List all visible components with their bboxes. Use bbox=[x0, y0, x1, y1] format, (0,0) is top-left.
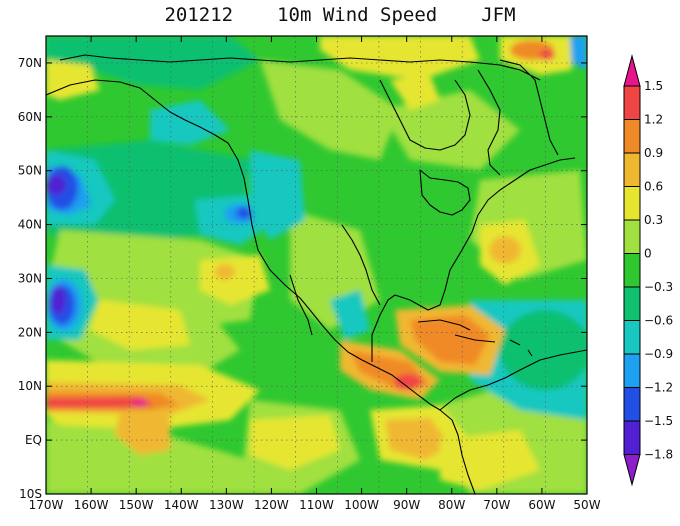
map-axes: 170W 160W 150W 140W 130W 120W 110W 100W 90W 80W 70… bbox=[18, 36, 601, 512]
colorbar-segment bbox=[623, 320, 641, 355]
colorbar-label: 1.5 bbox=[644, 79, 663, 93]
lon-tick-label: 160W bbox=[74, 498, 109, 512]
lon-tick-label: 110W bbox=[299, 498, 334, 512]
lat-tick-label: 40N bbox=[18, 218, 42, 232]
lon-tick-label: 90W bbox=[393, 498, 420, 512]
colorbar-segment bbox=[623, 387, 641, 422]
lat-tick-label: 50N bbox=[18, 164, 42, 178]
colorbar-label: −0.6 bbox=[644, 314, 673, 328]
coastlines bbox=[46, 54, 587, 494]
lon-tick-label: 80W bbox=[438, 498, 465, 512]
lat-tick-label: 70N bbox=[18, 56, 42, 70]
colorbar-label: −0.3 bbox=[644, 280, 673, 294]
lon-tick-label: 130W bbox=[209, 498, 244, 512]
colorbar-label: 0.9 bbox=[644, 146, 663, 160]
title-date: 201212 bbox=[164, 4, 234, 26]
lon-tick-label: 150W bbox=[119, 498, 154, 512]
lat-tick-label: EQ bbox=[25, 433, 42, 447]
colorbar-label: −1.8 bbox=[644, 448, 673, 462]
colorbar: 1.5 1.2 0.9 0.6 0.3 0 −0.3 −0.6 −0.9 −1.2 −1.5 −1.8 bbox=[623, 54, 673, 487]
lon-tick-label: 60W bbox=[528, 498, 555, 512]
lat-tick-label: 60N bbox=[18, 110, 42, 124]
colorbar-label: 1.2 bbox=[644, 113, 663, 127]
lat-tick-label: 10N bbox=[18, 379, 42, 393]
colorbar-max-arrow bbox=[623, 54, 641, 87]
colorbar-label: −0.9 bbox=[644, 347, 673, 361]
colorbar-segment bbox=[623, 253, 641, 288]
lat-tick-label: 10S bbox=[19, 487, 42, 501]
title-season: JFM bbox=[481, 4, 516, 26]
lon-tick-label: 70W bbox=[483, 498, 510, 512]
lon-tick-label: 120W bbox=[254, 498, 289, 512]
colorbar-segment bbox=[623, 186, 641, 221]
lon-tick-label: 140W bbox=[164, 498, 199, 512]
colorbar-segment bbox=[623, 119, 641, 154]
lat-tick-label: 30N bbox=[18, 271, 42, 285]
colorbar-segment bbox=[623, 219, 641, 254]
colorbar-label: 0.3 bbox=[644, 213, 663, 227]
title-variable: 10m Wind Speed bbox=[277, 4, 438, 26]
lon-tick-label: 170W bbox=[29, 498, 64, 512]
colorbar-segment bbox=[623, 85, 641, 120]
grid-lines bbox=[46, 36, 587, 494]
anomaly-field bbox=[46, 36, 587, 494]
colorbar-segment bbox=[623, 152, 641, 187]
colorbar-min-arrow bbox=[623, 454, 641, 487]
map-title: 201212 10m Wind Speed JFM bbox=[0, 4, 680, 26]
colorbar-segment bbox=[623, 286, 641, 321]
colorbar-segment bbox=[623, 353, 641, 388]
lon-tick-label: 50W bbox=[573, 498, 600, 512]
colorbar-label: 0 bbox=[644, 247, 652, 261]
colorbar-segment bbox=[623, 420, 641, 455]
colorbar-label: −1.2 bbox=[644, 381, 673, 395]
lon-tick-label: 100W bbox=[344, 498, 379, 512]
colorbar-label: −1.5 bbox=[644, 414, 673, 428]
lat-tick-label: 20N bbox=[18, 325, 42, 339]
colorbar-label: 0.6 bbox=[644, 180, 663, 194]
